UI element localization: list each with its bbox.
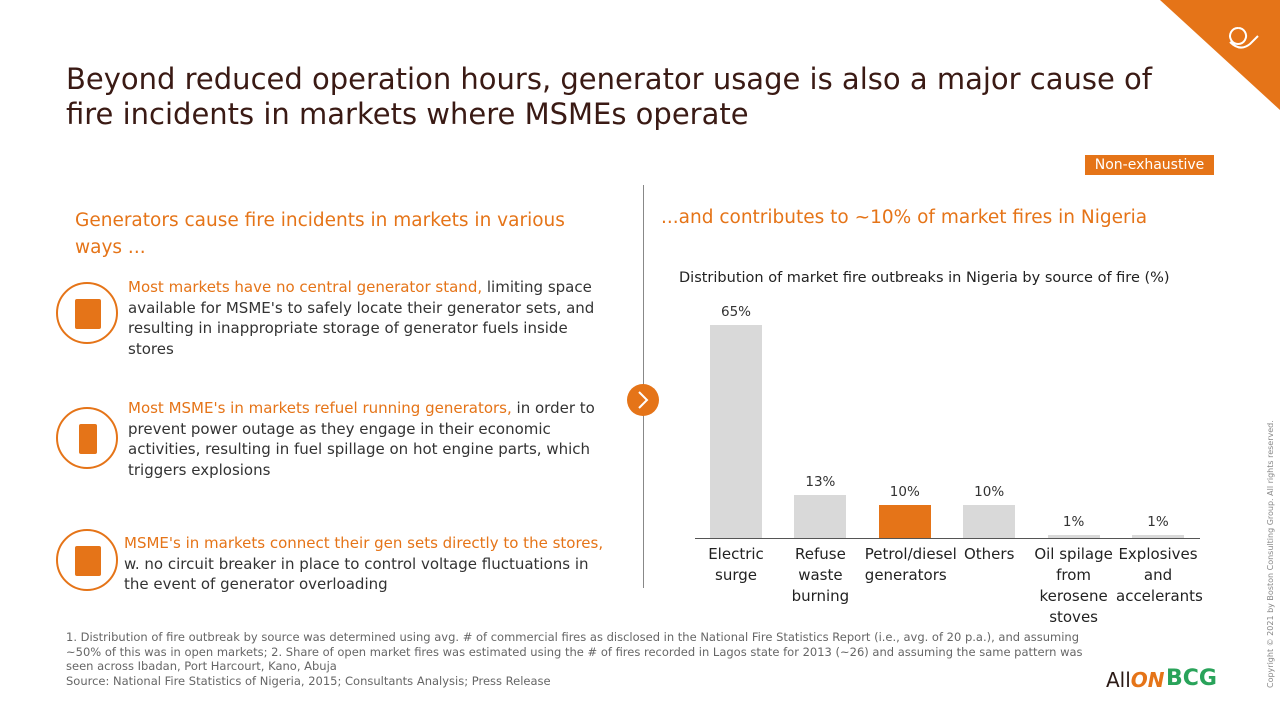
chevron — [627, 384, 659, 416]
icon — [56, 282, 118, 344]
bar — [710, 325, 762, 538]
logo-allon: AllON — [1106, 668, 1165, 692]
category-label: Others — [963, 545, 1015, 563]
axis-line — [695, 538, 1200, 539]
value-label: 1% — [1062, 513, 1085, 530]
item-highlight: Most markets have no central generator s… — [128, 278, 483, 296]
logo-part: ON — [1130, 668, 1165, 692]
chart-title: Distribution of market fire outbreaks in… — [679, 270, 1170, 286]
bar — [1132, 534, 1184, 538]
logo-bcg: BCG — [1166, 666, 1217, 691]
bar — [878, 505, 931, 538]
item: Most MSME's in markets refuel running ge… — [128, 398, 613, 480]
right-heading: ...and contributes to ~10% of market fir… — [661, 207, 1148, 228]
source: Source: National Fire Statistics of Nige… — [66, 673, 551, 688]
copyright: Copyright © 2021 by Boston Consulting Gr… — [1266, 420, 1275, 688]
value-label: 1% — [1147, 513, 1169, 530]
icon — [56, 407, 118, 469]
bar — [963, 505, 1016, 538]
item-highlight: MSME's in markets connect their gen sets… — [124, 534, 604, 552]
item-text: w. no circuit breaker in place to contro… — [124, 554, 589, 594]
value-label: 13% — [805, 474, 836, 491]
corner-badge — [1160, 0, 1280, 110]
item-highlight: Most MSME's in markets refuel running ge… — [128, 399, 512, 417]
value-label: 10% — [889, 484, 920, 501]
bar — [794, 495, 847, 538]
category-label: Oil spilage from kerosene stoves — [1034, 545, 1113, 626]
category-label: Petrol/diesel generators — [864, 545, 957, 584]
category-label: Refuse waste burning — [791, 545, 850, 605]
logo-part: All — [1106, 668, 1131, 692]
tag: Non-exhaustive — [1085, 155, 1214, 175]
footnotes: 1. Distribution of fire outbreak by sour… — [66, 630, 1096, 688]
value-label: 65% — [720, 304, 751, 320]
icon — [56, 529, 118, 591]
bar — [1047, 534, 1100, 538]
value-label: 10% — [974, 484, 1005, 501]
item-text: limiting space available for MSME's to s… — [128, 278, 595, 358]
item-text: in order to prevent power outage as they… — [128, 399, 595, 479]
item: MSME's in markets connect their gen sets… — [124, 533, 609, 595]
left-heading: Generators cause fire incidents in marke… — [75, 210, 565, 258]
item: Most markets have no central generator s… — [128, 277, 613, 359]
footnote: 1. Distribution of fire outbreak by sour… — [66, 630, 1083, 673]
category-label: Electric surge — [708, 545, 764, 584]
title: Beyond reduced operation hours, generato… — [66, 62, 1152, 131]
category-label: Explosives and accelerants — [1116, 545, 1203, 605]
